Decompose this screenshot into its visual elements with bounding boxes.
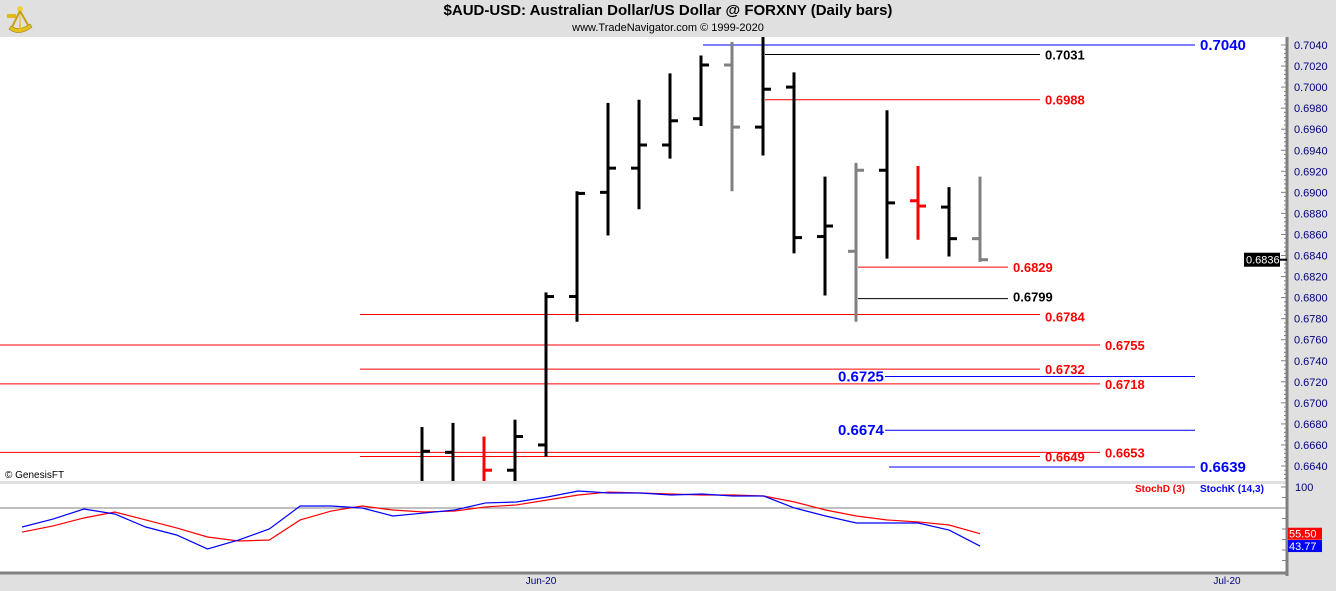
y-tick-label: 0.7020 xyxy=(1294,61,1328,73)
y-tick-label: 0.6720 xyxy=(1294,377,1328,389)
x-tick-label: Jun-20 xyxy=(526,576,557,587)
ohlc-bar xyxy=(662,73,678,159)
stoch-line-d xyxy=(21,491,981,542)
level-label: 0.6718 xyxy=(1105,377,1145,392)
y-tick-label: 0.6820 xyxy=(1294,272,1328,284)
y-tick-label: 0.6640 xyxy=(1294,461,1328,473)
level-label: 0.6639 xyxy=(1200,459,1246,476)
ohlc-bar xyxy=(600,102,616,236)
level-label: 0.6653 xyxy=(1105,445,1145,460)
ohlc-bar xyxy=(910,166,926,240)
y-tick-label: 0.6920 xyxy=(1294,166,1328,178)
sextant-icon xyxy=(7,6,33,33)
price-panel xyxy=(0,37,1287,481)
ohlc-bar xyxy=(941,187,957,257)
level-label: 0.7031 xyxy=(1045,47,1085,62)
stoch-value-label: 55.50 xyxy=(1289,529,1317,541)
ohlc-bar xyxy=(848,162,864,322)
level-label: 0.6732 xyxy=(1045,362,1085,377)
ohlc-bar xyxy=(786,72,802,254)
ohlc-bar xyxy=(482,436,492,481)
y-tick-label: 0.6940 xyxy=(1294,145,1328,157)
x-tick-label: Jul-20 xyxy=(1213,576,1241,587)
legend-stochd: StochD (3) xyxy=(1135,484,1185,495)
stochastic-panel xyxy=(0,484,1287,572)
ohlc-bar xyxy=(693,55,709,127)
level-label: 0.6649 xyxy=(1045,450,1085,465)
y-tick-label: 0.6800 xyxy=(1294,293,1328,305)
last-price-label: 0.6836 xyxy=(1246,255,1280,267)
ohlc-bar xyxy=(420,427,430,481)
ohlc-bar xyxy=(817,176,833,296)
chart-title: $AUD-USD: Australian Dollar/US Dollar @ … xyxy=(443,2,893,19)
y-tick-label: 0.6840 xyxy=(1294,251,1328,263)
stoch-line-k xyxy=(21,490,981,550)
y-tick-label: 0.6880 xyxy=(1294,208,1328,220)
stoch-value-label: 43.77 xyxy=(1289,541,1317,553)
ohlc-bar xyxy=(569,191,585,322)
legend-stochk: StochK (14,3) xyxy=(1200,484,1264,495)
y-tick-label: 0.6960 xyxy=(1294,124,1328,136)
ohlc-bar xyxy=(538,292,554,457)
level-label: 0.6674 xyxy=(838,422,885,439)
stoch-value-badge xyxy=(1288,540,1322,553)
ohlc-bar xyxy=(755,37,771,156)
level-label: 0.6829 xyxy=(1013,260,1053,275)
y-tick-label: 0.6860 xyxy=(1294,229,1328,241)
y-tick-label: 0.6760 xyxy=(1294,335,1328,347)
y-tick-label: 0.7040 xyxy=(1294,40,1328,52)
last-price-badge xyxy=(1244,252,1280,267)
y-tick-label: 0.7000 xyxy=(1294,82,1328,94)
y-tick-label: 0.6660 xyxy=(1294,440,1328,452)
level-label: 0.6799 xyxy=(1013,290,1053,305)
level-label: 0.6725 xyxy=(838,369,884,386)
level-label: 0.6988 xyxy=(1045,93,1085,108)
level-label: 0.6755 xyxy=(1105,338,1145,353)
ohlc-bar xyxy=(631,99,647,210)
level-label: 0.7040 xyxy=(1200,37,1246,54)
y-tick-label: 0.6900 xyxy=(1294,187,1328,199)
y-tick-label: 100 xyxy=(1295,482,1313,494)
ohlc-bar xyxy=(507,419,523,481)
y-tick-label: 0.6980 xyxy=(1294,103,1328,115)
stoch-value-badge xyxy=(1288,527,1322,540)
chart-subtitle: www.TradeNavigator.com © 1999-2020 xyxy=(572,22,764,34)
y-tick-label: 0.6740 xyxy=(1294,356,1328,368)
ohlc-bar xyxy=(972,176,988,262)
copyright-label: © GenesisFT xyxy=(5,470,64,481)
y-tick-label: 0.6700 xyxy=(1294,398,1328,410)
y-tick-label: 0.6780 xyxy=(1294,314,1328,326)
level-label: 0.6784 xyxy=(1045,309,1086,324)
ohlc-bar xyxy=(724,41,740,192)
ohlc-bar xyxy=(879,110,895,259)
ohlc-bar xyxy=(445,422,455,481)
y-tick-label: 0.6680 xyxy=(1294,419,1328,431)
